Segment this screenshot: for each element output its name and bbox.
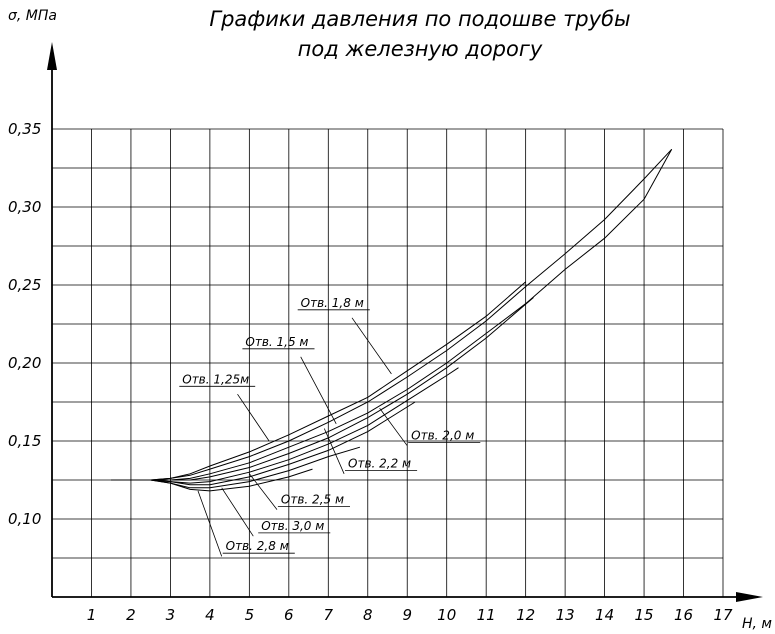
- series-line: [111, 148, 673, 481]
- grid: [52, 128, 724, 597]
- y-tick-label: 0,35: [8, 120, 41, 138]
- series-leader: [249, 473, 350, 510]
- series-line: [111, 149, 673, 481]
- x-tick-label: 7: [324, 606, 334, 624]
- series-leader: [379, 407, 481, 446]
- series-label: Отв. 1,25м: [182, 372, 249, 386]
- series-label: Отв. 3,0 м: [261, 519, 324, 533]
- x-tick-label: 15: [635, 606, 654, 624]
- x-tick-label: 4: [205, 606, 215, 624]
- y-tick-label: 0,20: [8, 354, 41, 372]
- x-tick-label: 16: [674, 606, 693, 624]
- x-tick-label: 17: [713, 606, 733, 624]
- x-axis-arrow: [736, 592, 763, 602]
- series-line: [111, 468, 313, 492]
- series-label: Отв. 1,5 м: [245, 335, 308, 349]
- chart-title-line-1: Графики давления по подошве трубы: [209, 7, 630, 31]
- series-line: [111, 281, 526, 481]
- series-leader: [221, 487, 331, 537]
- x-axis-label: H, м: [742, 616, 772, 632]
- series-line: [111, 297, 534, 481]
- series-labels: Отв. 1,8 м Отв. 1,5 м Отв. 1,25м Отв. 2,0 м…: [182, 296, 474, 553]
- axes: [47, 42, 763, 602]
- series-leaders: [179, 309, 481, 557]
- x-tick-label: 2: [126, 606, 136, 624]
- y-tick-labels: 0,35 0,30 0,25 0,20 0,15 0,10: [8, 120, 41, 528]
- series-label: Отв. 1,8 м: [301, 296, 364, 310]
- series-line: [111, 401, 416, 486]
- y-tick-label: 0,30: [8, 198, 41, 216]
- x-tick-label: 14: [595, 606, 614, 624]
- series-leader: [297, 309, 392, 375]
- y-axis-arrow: [47, 42, 57, 70]
- x-tick-label: 10: [437, 606, 456, 624]
- x-tick-label: 11: [477, 606, 496, 624]
- y-axis-label: σ, МПа: [8, 8, 57, 24]
- series-line: [111, 446, 361, 489]
- series-curves: [111, 148, 673, 492]
- series-label: Отв. 2,0 м: [411, 428, 474, 442]
- series-leader: [242, 348, 337, 424]
- series-leader: [179, 385, 270, 442]
- series-label: Отв. 2,5 м: [281, 492, 344, 506]
- x-tick-label: 5: [245, 606, 255, 624]
- x-tick-label: 8: [363, 606, 373, 624]
- y-tick-label: 0,25: [8, 276, 41, 294]
- y-tick-label: 0,15: [8, 432, 41, 450]
- x-tick-label: 1: [87, 606, 97, 624]
- x-tick-label: 13: [556, 606, 575, 624]
- x-tick-label: 9: [402, 606, 412, 624]
- x-tick-label: 3: [166, 606, 176, 624]
- x-tick-labels: 1 2 3 4 5 6 7 8 9 10 11 12 13 14 15 16 17: [87, 606, 733, 624]
- series-leader: [323, 428, 418, 474]
- y-tick-label: 0,10: [8, 510, 41, 528]
- x-tick-label: 6: [284, 606, 294, 624]
- series-label: Отв. 2,2 м: [348, 457, 411, 471]
- series-leader: [197, 490, 295, 557]
- x-tick-label: 12: [516, 606, 535, 624]
- series-label: Отв. 2,8 м: [226, 539, 289, 553]
- chart-title-line-2: под железную дорогу: [298, 37, 543, 61]
